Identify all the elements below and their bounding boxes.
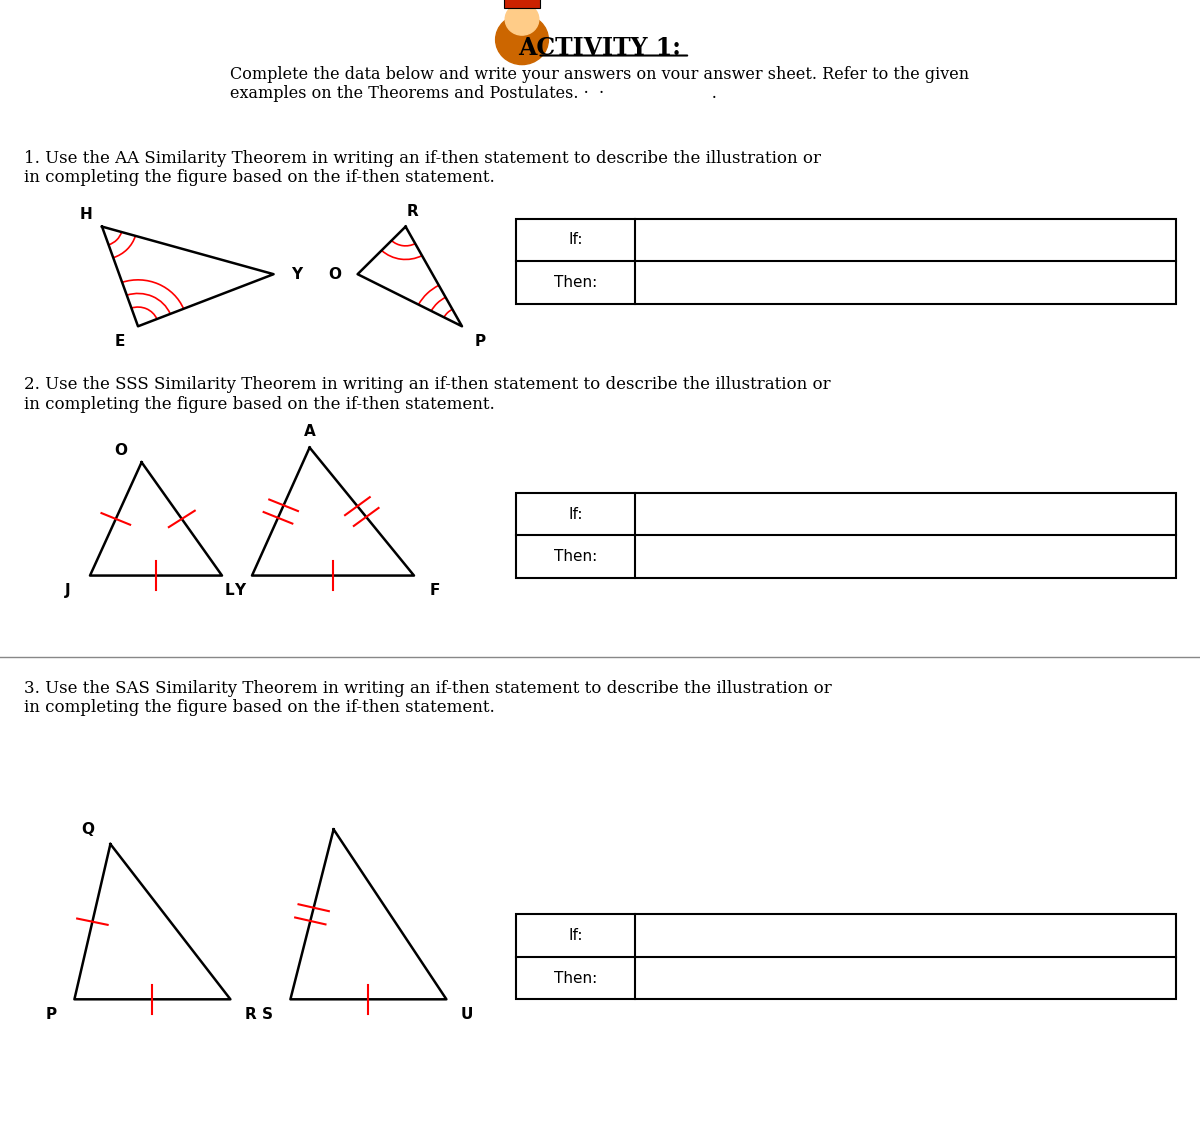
Text: Then:: Then: — [553, 550, 598, 564]
Circle shape — [496, 15, 548, 65]
Bar — [516, 219, 1176, 304]
Text: 2. Use the SSS Similarity Theorem in writing an if-then statement to describe th: 2. Use the SSS Similarity Theorem in wri… — [24, 376, 830, 412]
Text: Y: Y — [234, 582, 246, 598]
Text: H: H — [80, 206, 92, 222]
Text: R: R — [407, 204, 419, 220]
Text: O: O — [329, 266, 341, 282]
Text: P: P — [46, 1006, 58, 1022]
Text: P: P — [474, 333, 486, 349]
Text: S: S — [262, 1006, 274, 1022]
Circle shape — [505, 3, 539, 35]
Text: ACTIVITY 1:: ACTIVITY 1: — [518, 36, 682, 60]
Text: Q: Q — [82, 821, 94, 837]
Text: L: L — [224, 582, 234, 598]
Text: Complete the data below and write your answers on vour answer sheet. Refer to th: Complete the data below and write your a… — [230, 66, 970, 102]
Text: Y: Y — [290, 266, 302, 282]
Text: A: A — [304, 424, 316, 440]
Text: R: R — [245, 1006, 257, 1022]
Text: 3. Use the SAS Similarity Theorem in writing an if-then statement to describe th: 3. Use the SAS Similarity Theorem in wri… — [24, 680, 832, 716]
Bar — [516, 493, 1176, 578]
Text: If:: If: — [568, 506, 583, 521]
Text: O: O — [115, 443, 127, 459]
Text: Then:: Then: — [553, 971, 598, 986]
Bar — [516, 914, 1176, 999]
Text: If:: If: — [568, 928, 583, 943]
Text: F: F — [430, 582, 439, 598]
Text: E: E — [115, 333, 125, 349]
Text: 1. Use the AA Similarity Theorem in writing an if-then statement to describe the: 1. Use the AA Similarity Theorem in writ… — [24, 150, 821, 186]
Bar — [504, 0, 540, 8]
Text: Then:: Then: — [553, 275, 598, 290]
Text: J: J — [65, 582, 70, 598]
Text: If:: If: — [568, 232, 583, 247]
Text: U: U — [461, 1006, 473, 1022]
